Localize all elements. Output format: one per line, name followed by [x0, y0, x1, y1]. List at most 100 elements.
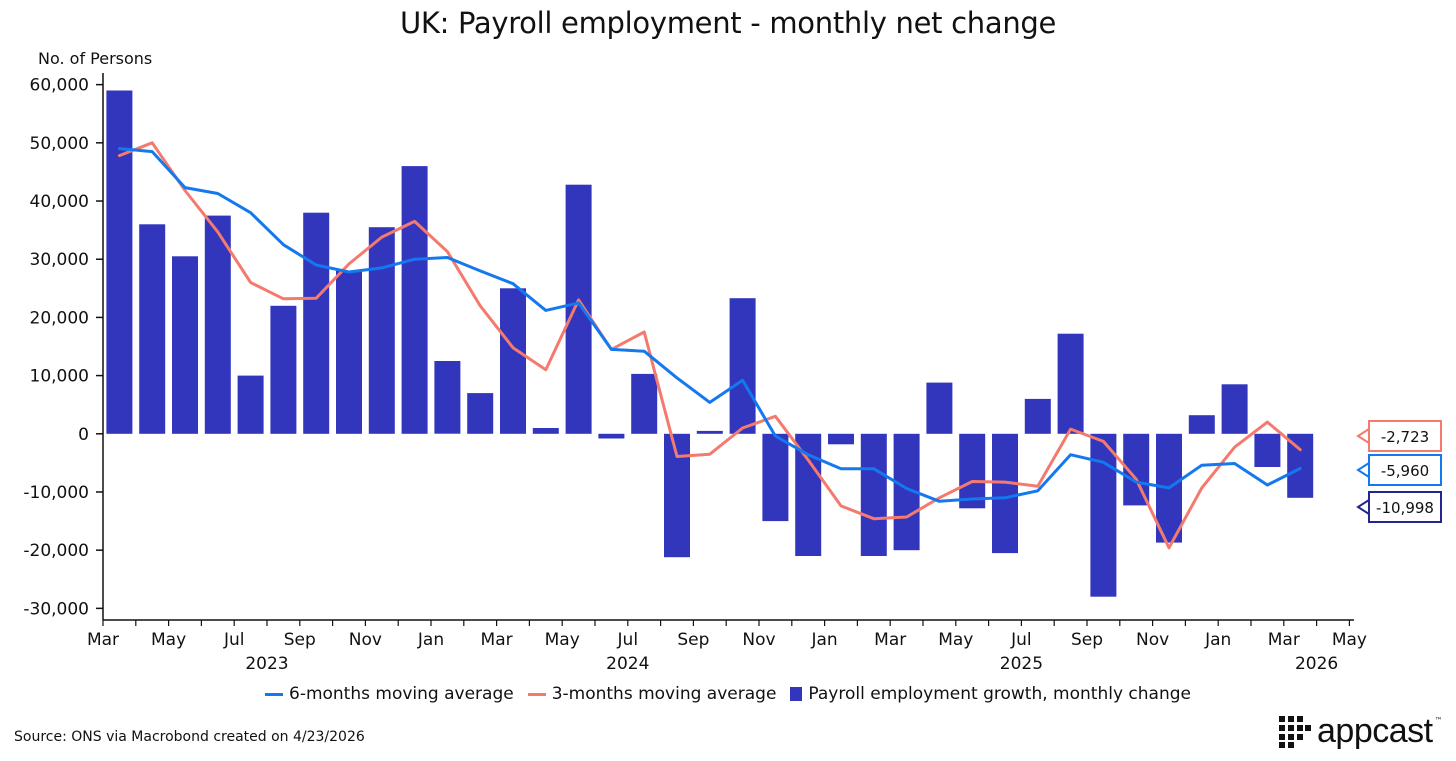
- x-tick-label: Jan: [810, 630, 837, 650]
- line-3-months-moving-average: [117, 141, 1302, 550]
- x-tick-label: Mar: [87, 630, 119, 650]
- bar-2024-01: [434, 361, 461, 434]
- x-tick-label: Nov: [349, 630, 382, 650]
- end-label-pointer: [1356, 428, 1370, 444]
- end-label-box: [1368, 491, 1442, 523]
- y-tick-label: 10,000: [30, 367, 89, 387]
- x-tick-label: Jan: [1204, 630, 1231, 650]
- bar-2024-10: [729, 298, 756, 434]
- end-label-value: -10,998: [1376, 499, 1434, 517]
- line-6-months-moving-average: [117, 147, 1302, 503]
- x-tick-label: Sep: [284, 630, 316, 650]
- x-tick-label: Jan: [417, 630, 444, 650]
- x-year-label: 2026: [1295, 654, 1338, 674]
- end-label-box: [1368, 454, 1442, 486]
- x-tick-label: Mar: [874, 630, 906, 650]
- end-label-pointer: [1356, 499, 1370, 515]
- bar-2024-02: [467, 393, 494, 434]
- y-tick-label: 60,000: [30, 76, 89, 96]
- x-tick-label: Sep: [1071, 630, 1103, 650]
- x-tick-label: Nov: [742, 630, 775, 650]
- bar-2024-05: [565, 184, 592, 434]
- legend-swatch-bars: [790, 687, 803, 701]
- bar-2024-11: [762, 433, 789, 522]
- end-labels: -2,723 -5,960 -10,998: [1356, 420, 1442, 523]
- legend-swatch-6m: [265, 692, 283, 696]
- bar-2023-11: [368, 227, 395, 434]
- bar-2024-09: [696, 430, 723, 434]
- bar-2025-07: [1024, 398, 1051, 434]
- legend-label-6m: 6-months moving average: [289, 684, 514, 704]
- bar-2025-06: [992, 433, 1018, 554]
- bar-2024-06: [598, 433, 625, 439]
- x-tick-label: May: [545, 630, 580, 650]
- legend-item-6m[interactable]: 6-months moving average: [265, 684, 514, 704]
- end-label-box: [1368, 420, 1442, 452]
- x-tick-label: Jul: [223, 630, 245, 650]
- bar-2023-07: [237, 375, 264, 434]
- bar-2024-07: [631, 373, 658, 434]
- x-tick-label: Mar: [1268, 630, 1300, 650]
- appcast-logo-text: appcast: [1317, 712, 1433, 750]
- end-label-value: -5,960: [1381, 462, 1429, 480]
- chart-title: UK: Payroll employment - monthly net cha…: [399, 6, 1057, 40]
- legend-label-3m: 3-months moving average: [551, 684, 777, 704]
- end-label-pointer: [1356, 462, 1370, 478]
- bar-2025-12: [1188, 415, 1215, 434]
- x-tick-label: May: [938, 630, 973, 650]
- x-tick-label: Nov: [1136, 630, 1169, 650]
- legend-label-bars: Payroll employment growth, monthly chang…: [808, 684, 1191, 704]
- x-tick-label: Sep: [677, 630, 709, 650]
- y-tick-label: 50,000: [30, 134, 89, 154]
- y-tick-label: -10,000: [23, 483, 89, 503]
- bar-2023-09: [303, 212, 330, 434]
- legend: 6-months moving average 3-months moving …: [0, 684, 1456, 704]
- x-tick-label: Jul: [1010, 630, 1032, 650]
- x-year-label: 2024: [606, 654, 649, 674]
- y-axis-label: No. of Persons: [38, 49, 152, 68]
- bar-2023-05: [172, 256, 198, 434]
- bar-2025-09: [1090, 433, 1117, 597]
- bar-2025-04: [926, 382, 953, 434]
- bar-2023-10: [336, 270, 362, 434]
- bar-2025-02: [860, 433, 887, 556]
- legend-item-3m[interactable]: 3-months moving average: [527, 684, 777, 704]
- x-tick-label: Mar: [481, 630, 513, 650]
- bar-2025-05: [959, 433, 986, 509]
- bar-2026-02: [1254, 433, 1281, 467]
- x-tick-label: Jul: [617, 630, 639, 650]
- x-year-label: 2023: [245, 654, 288, 674]
- y-tick-label: 20,000: [30, 308, 89, 328]
- appcast-logo: appcast ™: [1279, 712, 1443, 751]
- bar-2024-12: [795, 433, 822, 556]
- y-tick-label: -20,000: [23, 541, 89, 561]
- x-tick-label: May: [1332, 630, 1367, 650]
- bar-2023-08: [270, 305, 297, 434]
- appcast-logo-icon: [1279, 715, 1311, 748]
- source-note: Source: ONS via Macrobond created on 4/2…: [14, 729, 365, 745]
- end-label-value: -2,723: [1381, 428, 1429, 446]
- bar-2026-01: [1221, 384, 1248, 434]
- y-axis: 60,000 50,000 40,000 30,000 20,000 10,000 0 -10…: [23, 76, 103, 619]
- line-series: [117, 141, 1302, 550]
- bar-2024-03: [500, 288, 526, 434]
- legend-item-bars[interactable]: Payroll employment growth, monthly chang…: [790, 684, 1191, 704]
- bar-2023-12: [401, 166, 428, 434]
- bar-2025-08: [1057, 333, 1084, 434]
- x-axis: Mar May Jul Sep Nov Jan Mar May Jul Sep Nov Jan Mar M…: [87, 620, 1367, 674]
- axes: [102, 73, 1354, 621]
- bar-2023-06: [204, 215, 231, 434]
- bar-2025-01: [828, 433, 854, 445]
- bar-2023-04: [139, 224, 166, 434]
- x-tick-label: May: [151, 630, 186, 650]
- bar-2026-03: [1287, 433, 1314, 498]
- x-year-label: 2025: [1000, 654, 1043, 674]
- legend-swatch-3m: [527, 692, 546, 696]
- bar-series: [106, 90, 1314, 597]
- y-tick-label: 40,000: [30, 192, 89, 212]
- y-tick-label: -30,000: [23, 599, 89, 619]
- bar-2024-04: [532, 428, 559, 434]
- chart: No. of Persons 60,000 50,000 40,000 30,000 2…: [23, 49, 1442, 674]
- y-tick-label: 0: [78, 425, 89, 445]
- y-tick-label: 30,000: [30, 250, 89, 270]
